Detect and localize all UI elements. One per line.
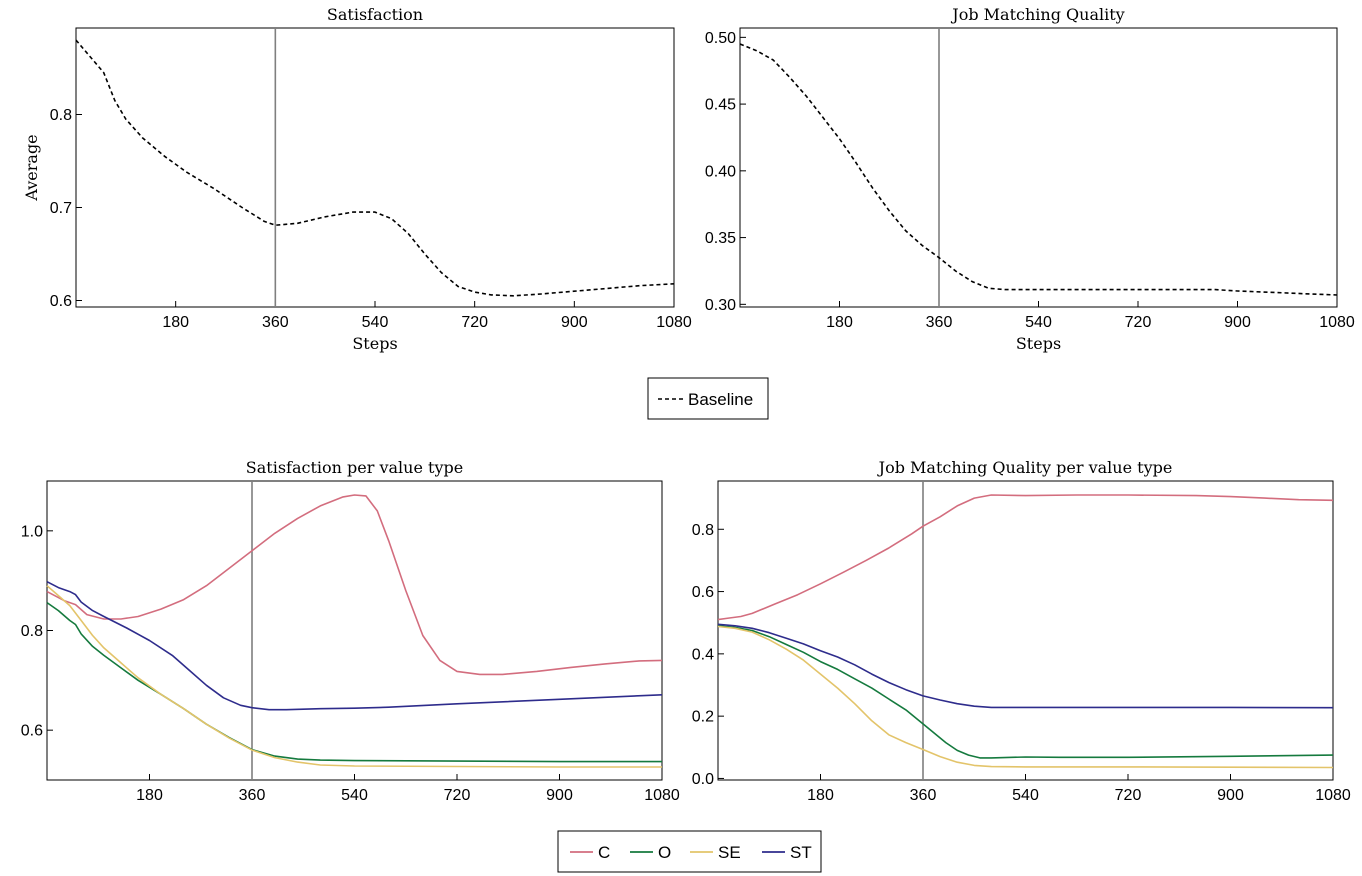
- chart-title: Job Matching Quality: [950, 5, 1124, 24]
- panel-satisfaction: Satisfaction 180 360 540 720 900 1080 0.6 0.7 0.8…: [22, 5, 692, 353]
- x-tick-label: 1080: [644, 787, 680, 804]
- x-tick-label: 720: [1115, 787, 1142, 804]
- y-tick-label: 0.40: [705, 163, 736, 180]
- x-tick-label: 1080: [656, 314, 692, 331]
- y-tick-label: 0.35: [705, 230, 736, 247]
- x-tick-label: 360: [262, 314, 289, 331]
- legend-top: Baseline: [647, 377, 769, 420]
- x-tick-label: 900: [1224, 314, 1251, 331]
- legend-label-st: ST: [790, 843, 812, 862]
- y-tick-label: 0.8: [692, 522, 714, 539]
- x-tick-label: 1080: [1319, 314, 1355, 331]
- x-tick-label: 540: [1025, 314, 1052, 331]
- x-tick-label: 540: [341, 787, 368, 804]
- x-tick-label: 180: [807, 787, 834, 804]
- chart-title: Job Matching Quality per value type: [877, 458, 1173, 477]
- x-axis-label: Steps: [352, 334, 397, 353]
- y-tick-label: 0.8: [21, 623, 43, 640]
- y-tick-label: 0.30: [705, 297, 736, 314]
- y-tick-label: 0.2: [692, 709, 714, 726]
- plot-frame: [717, 480, 1334, 781]
- series-baseline-line: [75, 39, 675, 297]
- panel-satisfaction-per-value-type: Satisfaction per value type 180 360 540 720 9…: [21, 458, 680, 804]
- series-c-line: [717, 494, 1334, 621]
- chart-title: Satisfaction per value type: [246, 458, 463, 477]
- x-tick-label: 360: [910, 787, 937, 804]
- x-tick-label: 180: [136, 787, 163, 804]
- y-tick-label: 0.6: [50, 293, 72, 310]
- legend-label-c: C: [598, 843, 610, 862]
- x-tick-label: 1080: [1315, 787, 1351, 804]
- y-axis-label: Average: [22, 134, 41, 201]
- y-tick-label: 0.7: [50, 200, 72, 217]
- plot-frame: [739, 27, 1338, 308]
- plot-frame: [75, 27, 675, 308]
- x-tick-label: 180: [162, 314, 189, 331]
- chart-title: Satisfaction: [327, 5, 423, 24]
- plot-frame: [46, 480, 663, 781]
- panel-job-matching-quality: Job Matching Quality 180 360 540 720 900 1080 0…: [705, 5, 1355, 353]
- x-tick-label: 900: [561, 314, 588, 331]
- y-tick-label: 0.6: [21, 723, 43, 740]
- x-tick-label: 900: [546, 787, 573, 804]
- y-tick-label: 0.45: [705, 97, 736, 114]
- panel-job-matching-quality-per-value-type: Job Matching Quality per value type 180 36…: [692, 458, 1351, 804]
- series-baseline-line: [739, 43, 1338, 296]
- legend-bottom: C O SE ST: [557, 830, 822, 873]
- x-tick-label: 540: [1012, 787, 1039, 804]
- series-st-line: [717, 623, 1334, 709]
- x-tick-label: 720: [1125, 314, 1152, 331]
- x-tick-label: 180: [826, 314, 853, 331]
- series-o-line: [46, 601, 662, 763]
- series-se-line: [717, 625, 1334, 769]
- y-tick-label: 0.0: [692, 771, 714, 788]
- x-tick-label: 540: [362, 314, 389, 331]
- y-tick-label: 0.4: [692, 646, 714, 663]
- legend-label-o: O: [658, 843, 671, 862]
- x-axis-label: Steps: [1016, 334, 1061, 353]
- x-tick-label: 900: [1217, 787, 1244, 804]
- y-tick-label: 0.8: [50, 107, 72, 124]
- x-tick-label: 360: [239, 787, 266, 804]
- y-tick-label: 0.50: [705, 30, 736, 47]
- series-c-line: [46, 494, 663, 676]
- y-tick-label: 0.6: [692, 584, 714, 601]
- x-tick-label: 360: [926, 314, 953, 331]
- series-o-line: [717, 625, 1334, 759]
- x-tick-label: 720: [444, 787, 471, 804]
- x-tick-label: 720: [461, 314, 488, 331]
- legend-label-baseline: Baseline: [688, 390, 753, 409]
- series-se-line: [46, 585, 662, 768]
- series-st-line: [46, 580, 663, 711]
- legend-label-se: SE: [718, 843, 741, 862]
- y-tick-label: 1.0: [21, 523, 43, 540]
